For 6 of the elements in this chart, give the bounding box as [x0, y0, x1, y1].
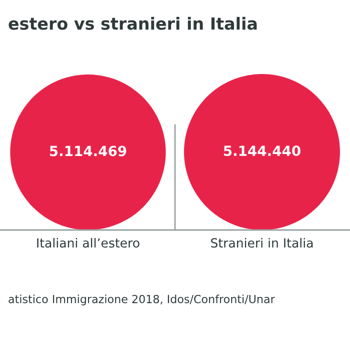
data-label: 5.114.469: [50, 146, 126, 156]
text: atistico Immigrazione 2018, Idos/Confronti/Unar: [8, 294, 275, 306]
category-label: Stranieri in Italia: [211, 238, 313, 248]
text: estero vs stranieri in Italia: [8, 16, 257, 30]
category-label: Italiani all’estero: [37, 238, 140, 248]
data-label: 5.144.440: [224, 146, 300, 156]
